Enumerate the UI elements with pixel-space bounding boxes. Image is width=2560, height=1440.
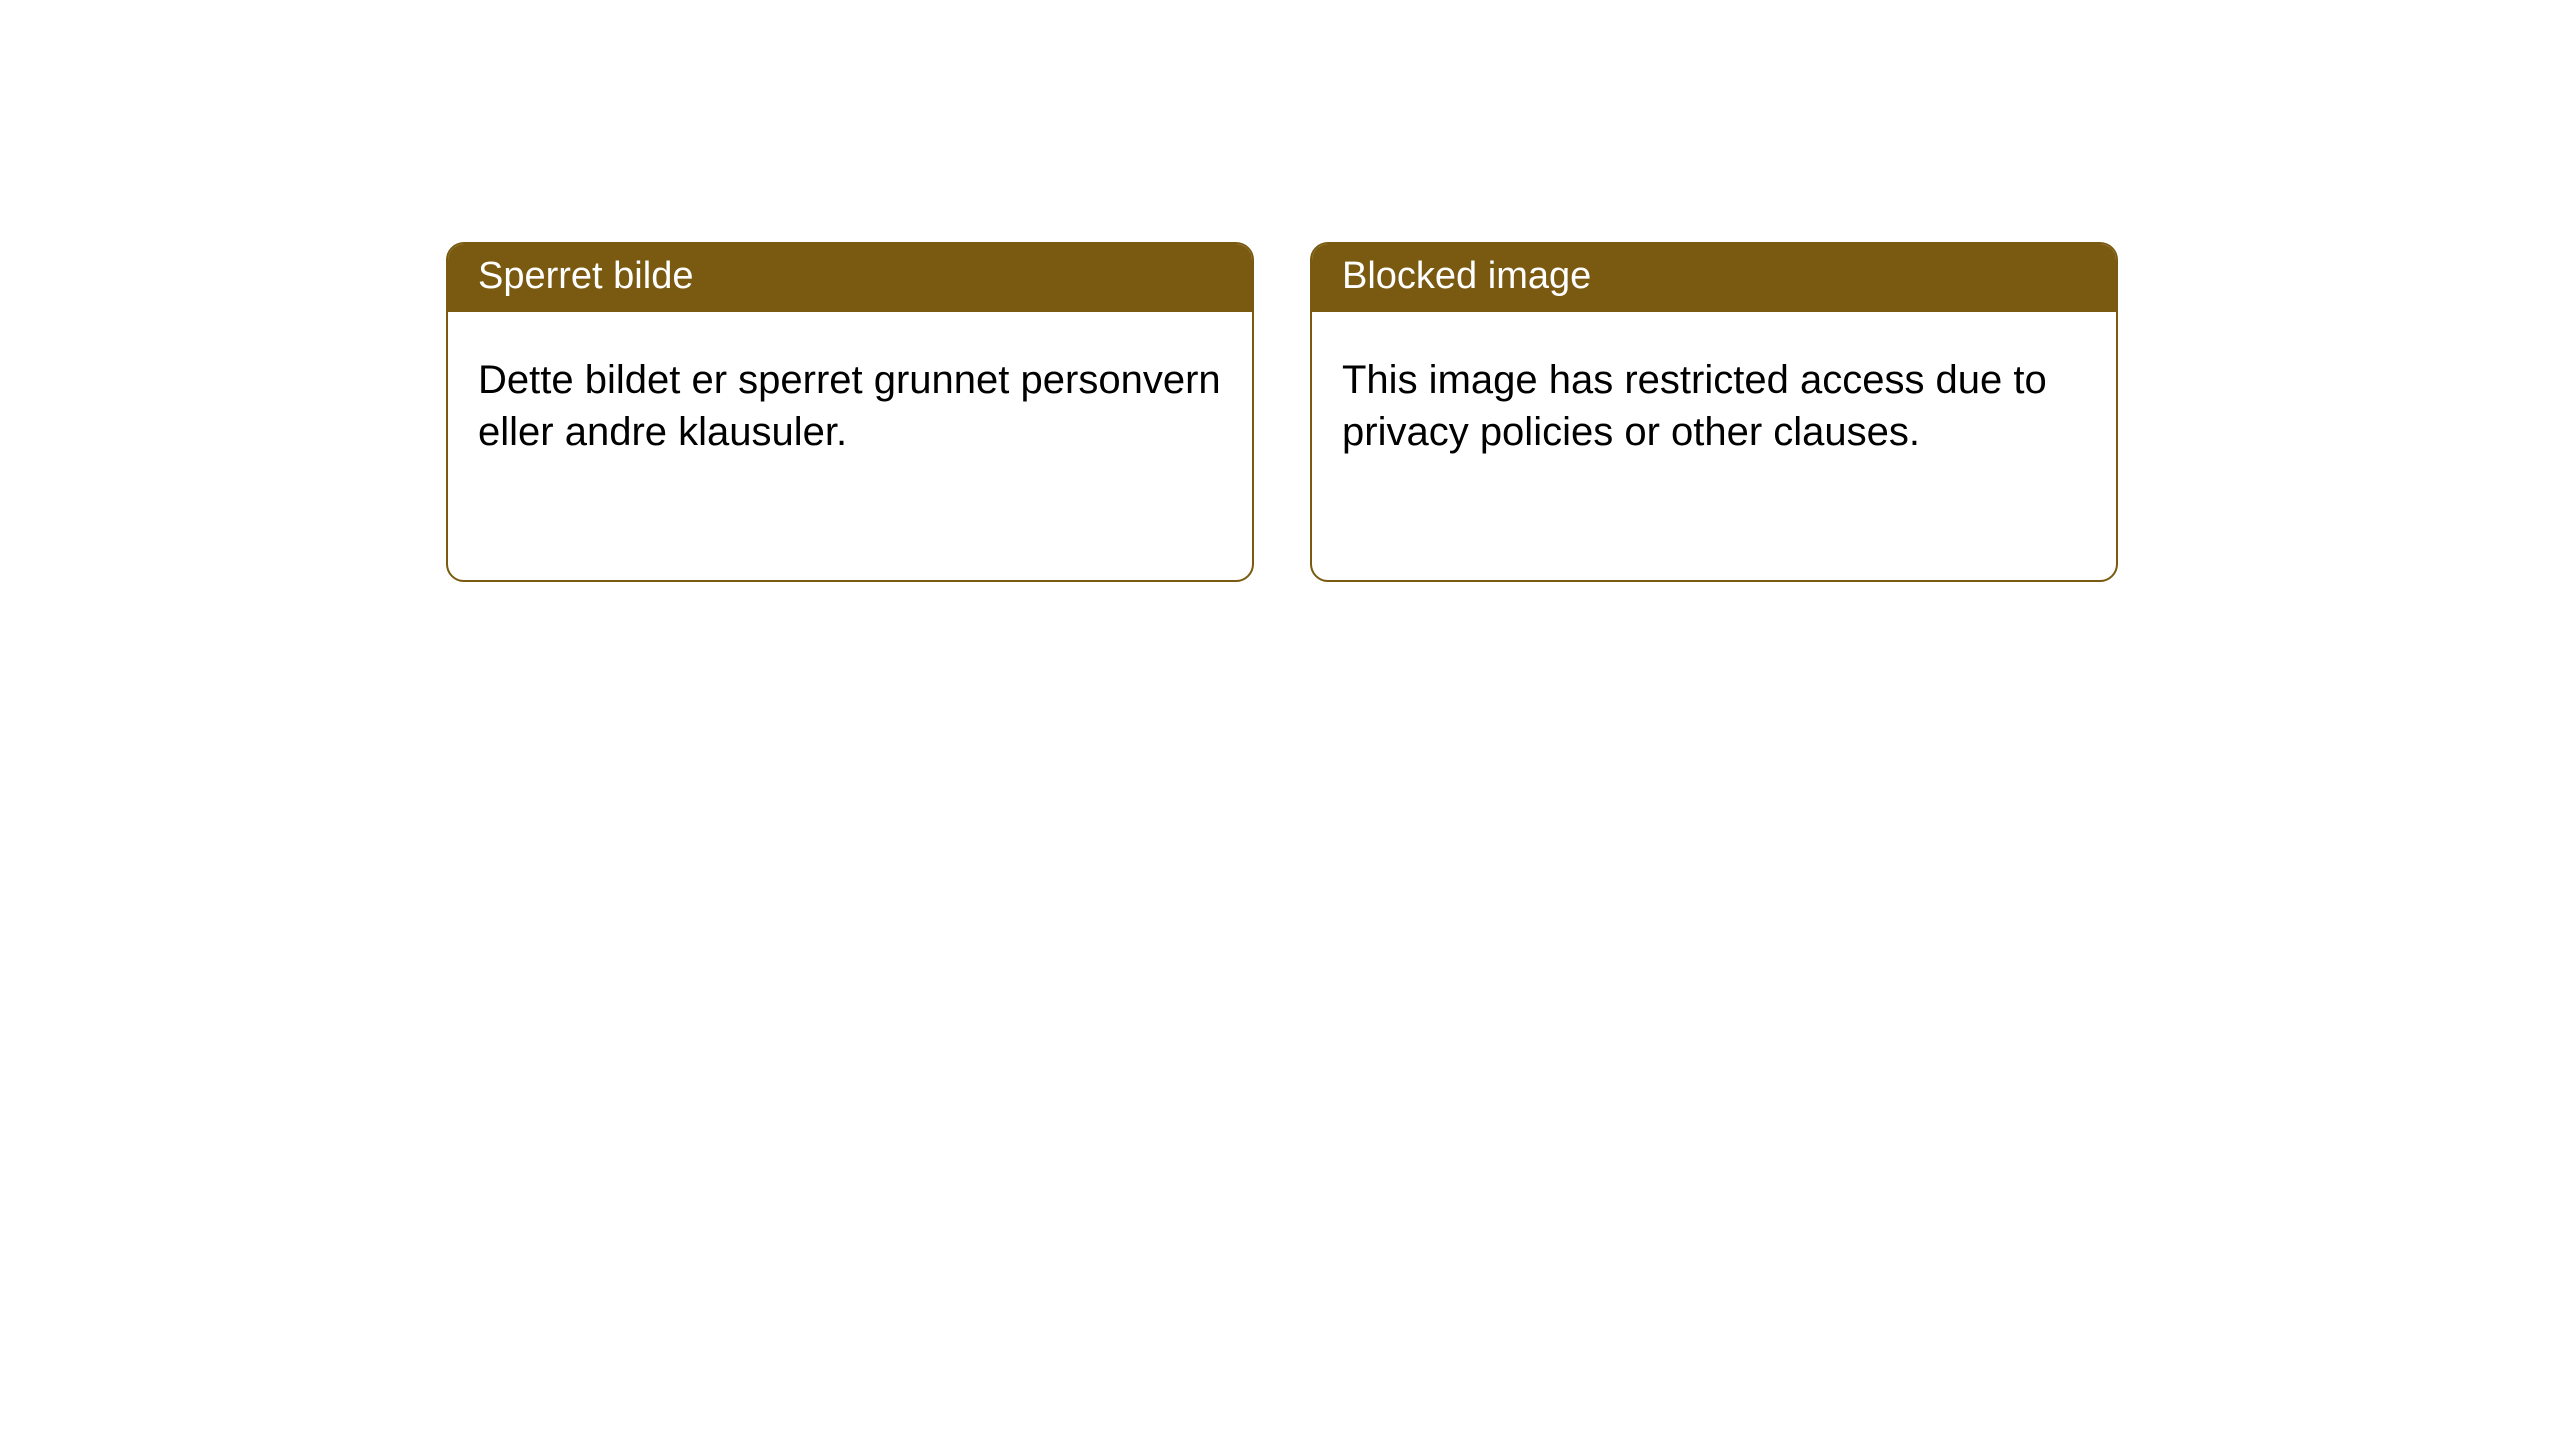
notice-card-english: Blocked image This image has restricted … [1310,242,2118,582]
notice-card-title: Blocked image [1312,244,2116,312]
notice-card-norwegian: Sperret bilde Dette bildet er sperret gr… [446,242,1254,582]
notice-card-body: This image has restricted access due to … [1312,312,2116,490]
notice-card-body: Dette bildet er sperret grunnet personve… [448,312,1252,490]
notice-cards-row: Sperret bilde Dette bildet er sperret gr… [446,242,2118,582]
notice-card-title: Sperret bilde [448,244,1252,312]
